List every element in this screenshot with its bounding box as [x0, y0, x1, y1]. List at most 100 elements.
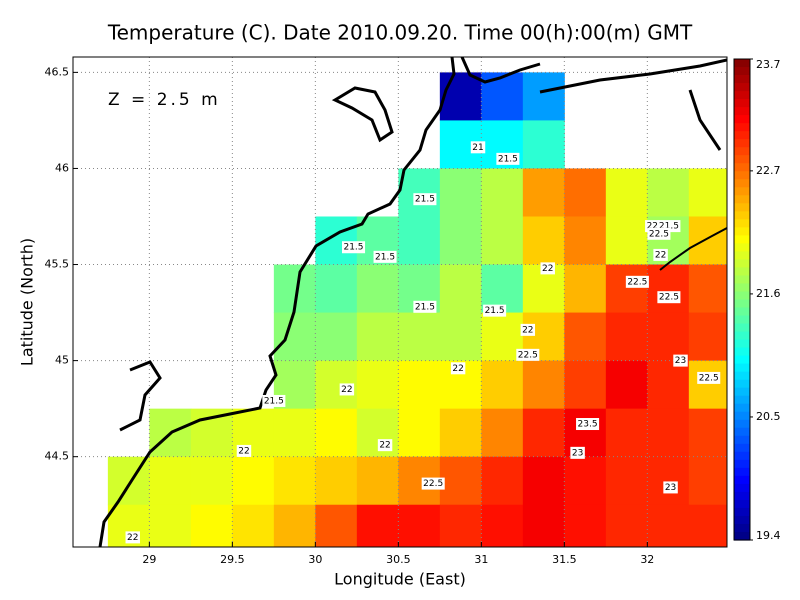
colorbar-swatch: [734, 475, 750, 485]
colorbar: 19.4 20.5 21.6 22.7 23.7: [733, 58, 781, 542]
cell: [149, 504, 192, 547]
contour-label: 22: [655, 250, 666, 260]
y-tick-label: 46: [55, 161, 69, 174]
colorbar-swatch: [734, 371, 750, 381]
cell: [522, 72, 565, 121]
contour-label: 21.5: [415, 302, 435, 312]
contour-label-bg: [657, 291, 681, 304]
cell: [273, 312, 316, 362]
cell: [522, 120, 565, 169]
cell: [688, 264, 727, 314]
cell: [398, 360, 441, 410]
colorbar-swatch: [734, 107, 750, 116]
cell: [605, 264, 648, 314]
y-tick-label: 45.5: [45, 258, 70, 271]
colorbar-swatch: [734, 515, 750, 525]
colorbar-swatch: [734, 339, 750, 349]
y-tick-label: 45: [55, 354, 69, 367]
contour-label: 22: [542, 264, 553, 274]
colorbar-swatch: [734, 299, 750, 309]
colorbar-swatch: [734, 403, 750, 413]
cell: [315, 312, 358, 362]
y-tick-label: 46.5: [45, 65, 70, 78]
colorbar-swatch: [734, 251, 750, 261]
colorbar-tick-label: 21.6: [756, 287, 781, 300]
cell: [688, 408, 727, 458]
cell: [232, 504, 275, 547]
cell: [481, 216, 524, 266]
colorbar-swatch: [734, 163, 750, 172]
cell: [315, 456, 358, 506]
contour-label: 22: [238, 446, 249, 456]
cell: [564, 216, 607, 266]
contour-label: 23: [572, 448, 583, 458]
contour-label: 21.5: [343, 243, 363, 253]
colorbar-swatch: [734, 459, 750, 469]
contour-label-bg: [576, 418, 600, 431]
y-tick-label: 44.5: [45, 450, 70, 463]
cell: [564, 456, 607, 506]
colorbar-swatch: [734, 523, 750, 533]
cell: [647, 360, 690, 410]
contour-label: 21.5: [415, 195, 435, 205]
cell: [356, 360, 399, 410]
cell: [522, 456, 565, 506]
cell: [439, 456, 482, 506]
colorbar-swatch: [734, 179, 750, 188]
colorbar-swatch: [734, 123, 750, 132]
colorbar-swatch: [734, 211, 750, 220]
contour-label: 22.5: [699, 373, 719, 383]
contour-label-bg: [421, 477, 445, 490]
cell: [605, 168, 648, 217]
colorbar-swatch: [734, 259, 750, 269]
grid: [73, 57, 727, 547]
colorbar-swatch: [734, 227, 750, 236]
colorbar-swatch: [734, 243, 750, 252]
x-tick-label: 30.5: [386, 553, 411, 566]
contour-label-bg: [570, 446, 585, 459]
contour-label-bg: [341, 241, 366, 254]
contour-label-bg: [663, 481, 678, 494]
cell: [190, 456, 233, 506]
contour-label: 23.5: [578, 420, 598, 430]
cell: [481, 72, 524, 121]
cell: [522, 360, 565, 410]
cell: [481, 408, 524, 458]
contour-label-bg: [470, 141, 486, 154]
cell: [688, 456, 727, 506]
colorbar-swatch: [734, 171, 750, 180]
colorbar-swatch: [734, 395, 750, 405]
contour-label-bg: [450, 362, 466, 375]
contour-label-bg: [377, 439, 393, 452]
colorbar-swatch: [734, 307, 750, 317]
cell: [564, 360, 607, 410]
colorbar-swatch: [734, 483, 750, 493]
contour-label-bg: [413, 193, 437, 206]
colorbar-swatch: [734, 83, 750, 92]
cell: [605, 408, 648, 458]
contour-label: 21.5: [485, 306, 505, 316]
y-axis-label: Latitude (North): [18, 238, 37, 366]
contour-label-bg: [236, 444, 252, 457]
cell: [315, 504, 358, 547]
colorbar-swatch: [734, 147, 750, 156]
colorbar-swatch: [734, 115, 750, 124]
colorbar-swatch: [734, 499, 750, 509]
cell: [439, 312, 482, 362]
cell: [647, 264, 690, 314]
colorbar-tick-label: 19.4: [756, 529, 781, 542]
cell: [398, 216, 441, 266]
cell: [356, 264, 399, 314]
contour-label: 21.5: [498, 154, 518, 164]
contour-label-bg: [520, 323, 536, 336]
cell: [481, 504, 524, 547]
colorbar-swatch: [734, 131, 750, 140]
x-tick-label: 29.5: [220, 553, 245, 566]
colorbar-swatch: [734, 291, 750, 301]
cell: [688, 360, 727, 410]
colorbar-swatch: [734, 315, 750, 325]
contour-label: 21.5: [264, 396, 284, 406]
plot-frame: [72, 56, 728, 548]
colorbar-tick-label: 20.5: [756, 410, 781, 423]
